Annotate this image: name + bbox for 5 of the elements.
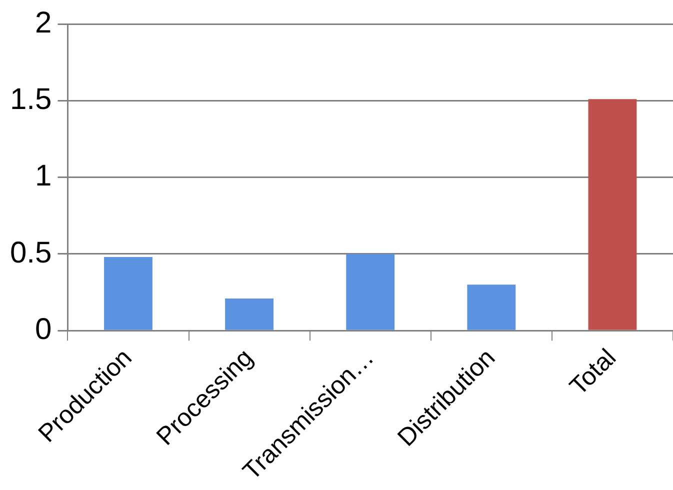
y-tick-label: 1.5 bbox=[10, 82, 52, 116]
y-tick-label: 1 bbox=[35, 160, 52, 193]
y-tick-label: 2 bbox=[35, 6, 52, 40]
y-tick-label: 0.5 bbox=[10, 236, 52, 270]
y-tick-label: 0 bbox=[35, 312, 52, 346]
